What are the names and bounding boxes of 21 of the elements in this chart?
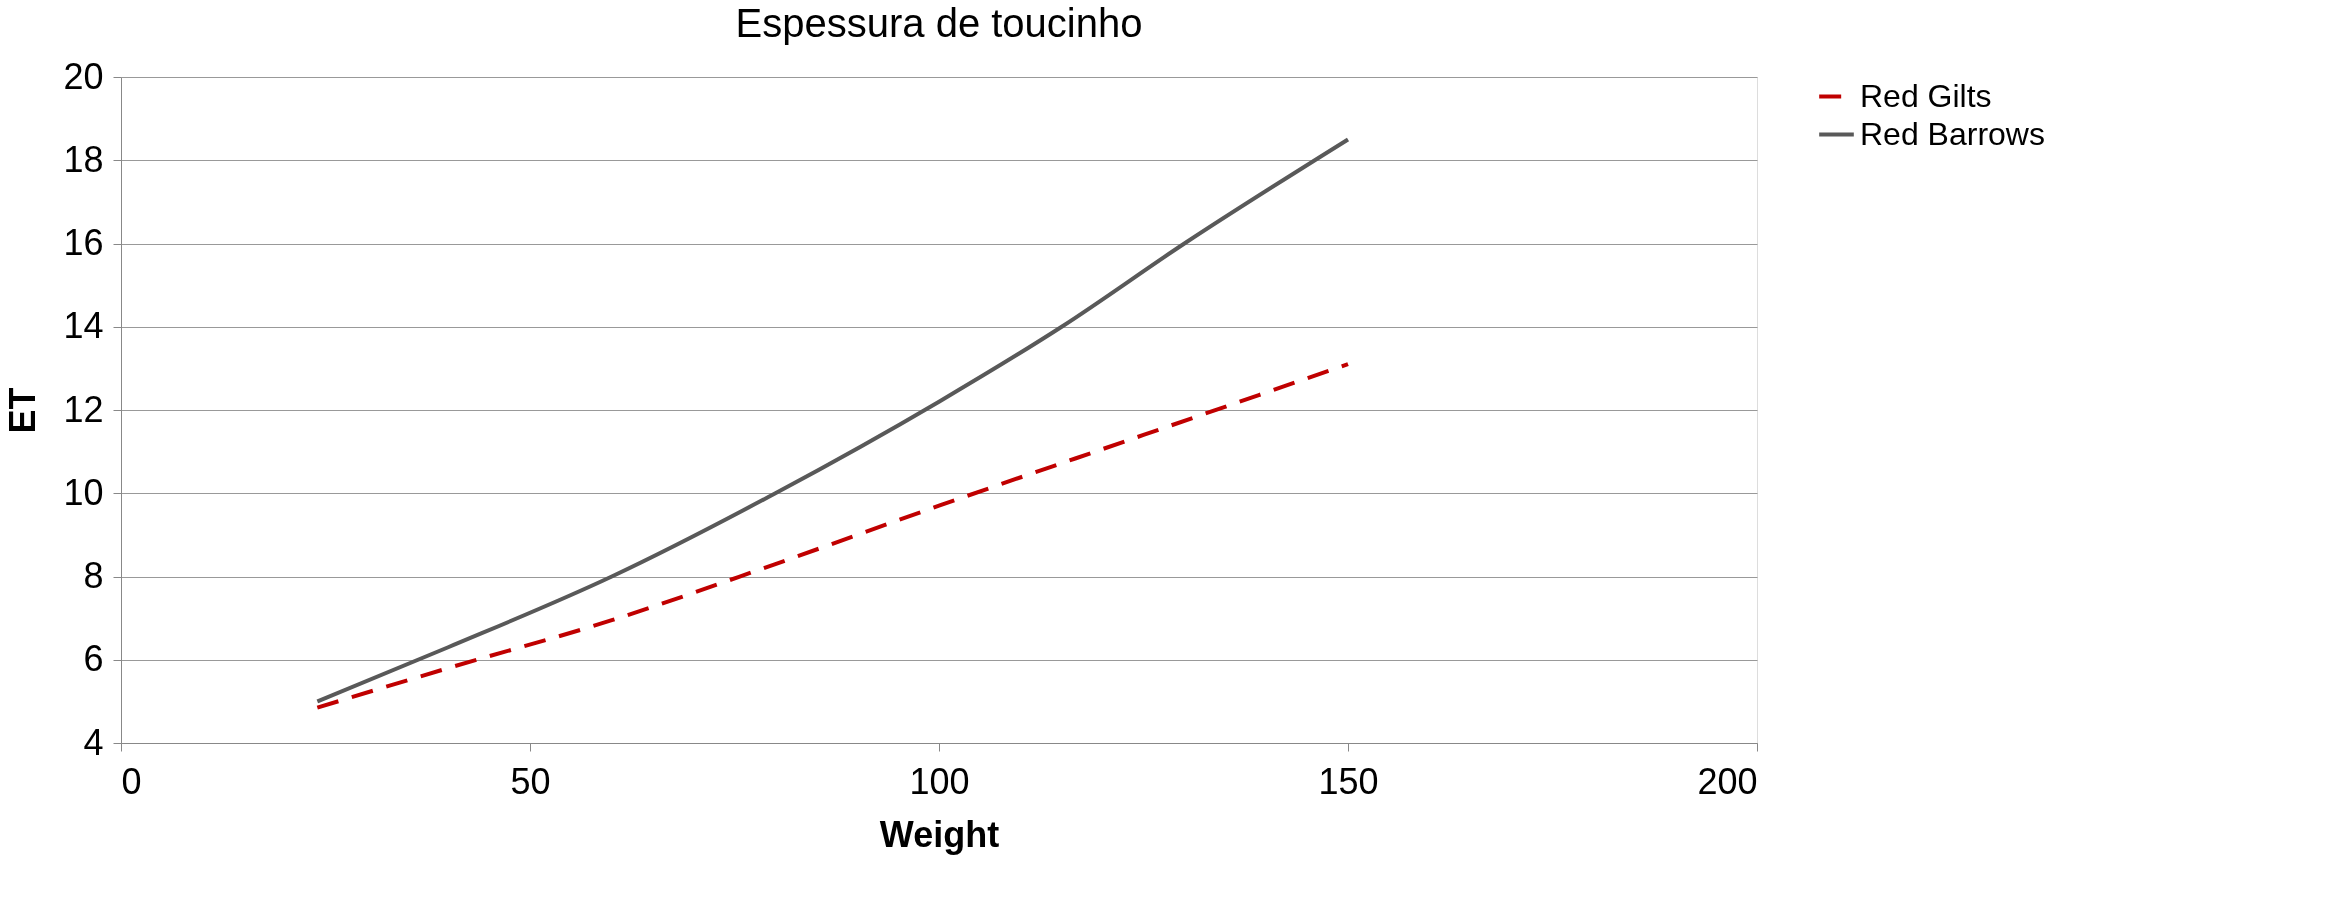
- chart-title: Espessura de toucinho: [735, 1, 1143, 45]
- y-tick-label: 6: [83, 638, 104, 680]
- y-tick-label: 8: [83, 555, 104, 596]
- y-tick-label: 18: [63, 138, 104, 180]
- y-tick-label: 20: [63, 55, 104, 97]
- y-tick-label: 4: [83, 721, 104, 763]
- line-series: [315, 137, 1350, 704]
- y-tick-label: 12: [63, 388, 104, 430]
- x-tick-label: 100: [909, 760, 970, 802]
- y-tick-label: 16: [63, 222, 104, 263]
- legend-label: Red Gilts: [1860, 77, 1992, 114]
- line-series: [315, 362, 1350, 710]
- x-tick-label: 0: [121, 760, 142, 802]
- y-tick-label: 14: [63, 305, 104, 347]
- legend-label: Red Barrows: [1860, 115, 2045, 152]
- x-tick-label: 50: [510, 760, 551, 802]
- y-tick-label: 10: [63, 471, 104, 513]
- x-tick-label: 200: [1697, 760, 1758, 802]
- x-axis-title: Weight: [879, 813, 1000, 855]
- x-tick-label: 150: [1318, 760, 1379, 802]
- y-axis-title: ET: [2, 387, 44, 434]
